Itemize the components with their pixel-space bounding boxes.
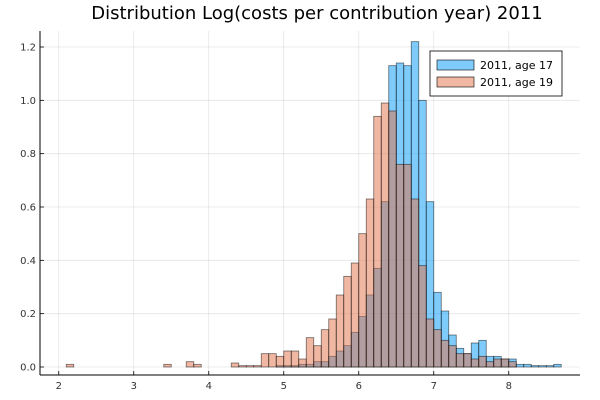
histogram-bar (65, 363, 75, 368)
y-tick-label: 1.0 (20, 96, 36, 107)
histogram-bar (470, 358, 480, 368)
histogram-bar (305, 337, 315, 368)
y-tick-label: 0.2 (20, 309, 36, 320)
histogram-bar (283, 350, 292, 368)
y-tick-label: 0.4 (20, 256, 36, 267)
histogram-bar (380, 102, 390, 368)
y-tick-labels: 0.0 0.2 0.4 0.6 0.8 1.0 1.2 (20, 43, 44, 374)
histogram-bar (193, 363, 202, 368)
x-tick-label: 6 (356, 381, 362, 392)
histogram-bar (395, 163, 405, 368)
histogram-bar (463, 353, 472, 368)
histogram-bar (485, 361, 495, 368)
histogram-bar (268, 353, 277, 368)
histogram-bar (478, 355, 487, 368)
histogram-bar (313, 345, 322, 368)
histogram-bar (260, 353, 270, 368)
legend-swatch-age-19 (436, 76, 475, 88)
histogram-bar (238, 365, 247, 368)
x-tick-label: 5 (281, 381, 287, 392)
axes (39, 31, 580, 376)
series-bars (65, 41, 562, 368)
series-age-19 (65, 102, 517, 368)
histogram-bar (523, 363, 532, 368)
histogram-bar (230, 362, 240, 368)
histogram-bar (410, 198, 420, 368)
x-tick-label: 2 (56, 381, 62, 392)
x-tick-label: 8 (506, 381, 512, 392)
histogram-bar (343, 275, 352, 368)
histogram-bar (425, 318, 435, 368)
histogram-bar (320, 329, 330, 368)
x-tick-labels: 2 3 4 5 6 7 8 (56, 371, 512, 392)
y-tick-label: 0.6 (20, 203, 36, 214)
histogram-bar (388, 110, 397, 368)
histogram-bar (440, 339, 450, 368)
x-tick-label: 4 (206, 381, 212, 392)
histogram-bar (185, 361, 195, 368)
y-tick-label: 0.0 (20, 363, 36, 374)
histogram-bar (530, 365, 540, 368)
histogram-bar (433, 329, 442, 368)
histogram-bar (245, 365, 255, 368)
legend: 2011, age 17 2011, age 19 (429, 50, 563, 97)
histogram-bar (545, 365, 555, 368)
histogram-bar (365, 198, 375, 368)
histogram-bar (275, 355, 285, 368)
histogram-bar (538, 365, 547, 368)
histogram-bar (328, 318, 337, 368)
histogram-bar (500, 358, 510, 368)
histogram-bar (418, 265, 427, 368)
histogram-bar (455, 353, 465, 368)
histogram-bar (163, 363, 172, 368)
histogram-bar (290, 350, 300, 368)
histogram-bar (553, 363, 562, 368)
histogram-bar (403, 163, 412, 368)
x-tick-label: 3 (131, 381, 137, 392)
legend-label-age-19: 2011, age 19 (480, 76, 553, 89)
chart-title: Distribution Log(costs per contribution … (91, 3, 543, 24)
legend-label-age-17: 2011, age 17 (480, 59, 553, 72)
y-tick-label: 0.8 (20, 149, 36, 160)
histogram-bar (298, 358, 307, 368)
histogram-bar (515, 363, 525, 368)
histogram-bar (448, 345, 457, 368)
histogram-bar (335, 294, 345, 368)
histogram-bar (358, 233, 367, 368)
x-tick-label: 7 (431, 381, 437, 392)
y-tick-label: 1.2 (20, 43, 36, 54)
histogram-bar (493, 358, 502, 368)
legend-box (429, 50, 563, 97)
legend-swatch-age-17 (436, 59, 475, 71)
histogram-bar (253, 365, 262, 368)
histogram-bar (350, 262, 360, 368)
histogram-bar (373, 115, 382, 368)
histogram-bar (508, 361, 517, 368)
grid-lines (40, 31, 580, 375)
